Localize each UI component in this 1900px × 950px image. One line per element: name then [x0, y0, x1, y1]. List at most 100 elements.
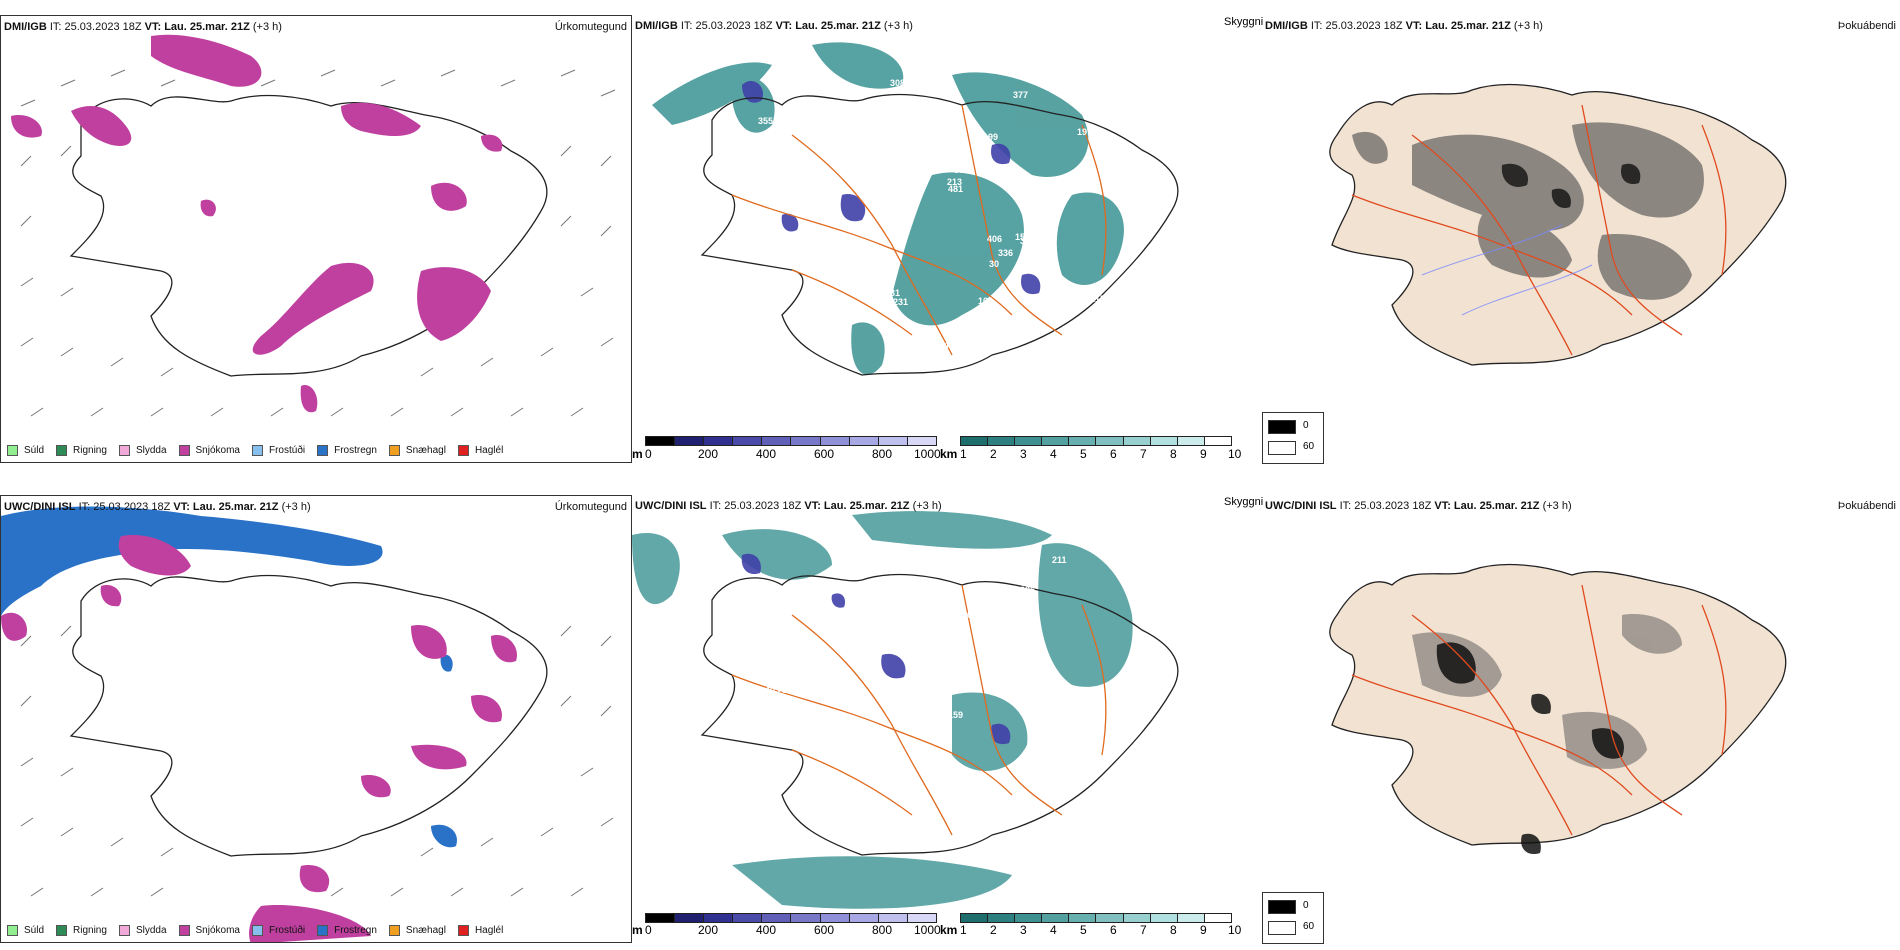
height-unit: m	[632, 447, 643, 461]
cloud-base-label: 128	[954, 825, 969, 835]
cloud-base-label: 192	[1124, 154, 1139, 164]
cloud-base-label: 388	[1131, 96, 1146, 106]
cloud-base-label: 10	[791, 163, 801, 173]
cloud-base-label: 731	[777, 685, 792, 695]
legend-item: Frostúði	[251, 445, 305, 456]
cloud-base-label: 105	[1102, 106, 1117, 116]
legend-swatch	[388, 445, 400, 456]
cloud-base-label: 403	[765, 685, 780, 695]
precip-panel-bottom: UWC/DINI ISL IT: 25.03.2023 18Z VT: Lau.…	[0, 495, 632, 943]
cloud-base-label: 549	[801, 301, 816, 311]
cloud-base-label: 118	[837, 153, 852, 163]
panel-header: DMI/IGB IT: 25.03.2023 18Z VT: Lau. 25.m…	[635, 20, 913, 32]
cloud-base-label: 211	[1052, 555, 1067, 565]
tick: 2	[990, 923, 997, 937]
tick: 7	[1140, 447, 1147, 461]
cloud-base-label: 501	[1095, 325, 1110, 335]
tick: 4	[1050, 447, 1057, 461]
cloud-base-label: 30	[989, 259, 999, 269]
panel-header: DMI/IGB IT: 25.03.2023 18Z VT: Lau. 25.m…	[1265, 20, 1543, 32]
cloud-base-label: 481	[948, 184, 963, 194]
cloud-base-label: 24	[897, 698, 907, 708]
panel-header: DMI/IGB IT: 25.03.2023 18Z VT: Lau. 25.m…	[4, 21, 282, 33]
legend-swatch	[7, 445, 18, 456]
cloud-base-label: 352	[754, 275, 769, 285]
tick: 5	[1080, 447, 1087, 461]
cloud-base-label: 404	[962, 610, 977, 620]
tick: 6	[1110, 447, 1117, 461]
km-unit: km	[940, 923, 958, 937]
height-colorbar	[645, 913, 937, 923]
cloud-base-label: 215	[1090, 294, 1105, 304]
cloud-base-label: 318	[1020, 236, 1035, 246]
precip-panel-top: DMI/IGB IT: 25.03.2023 18Z VT: Lau. 25.m…	[0, 15, 632, 463]
cloud-base-label: 74	[849, 151, 859, 161]
cloud-base-label: 159	[948, 710, 963, 720]
cloud-base-label: 137	[752, 177, 767, 187]
cloud-base-label: 266	[885, 192, 900, 202]
cloud-base-label: 247	[812, 119, 827, 129]
cloud-base-label: 453	[888, 118, 903, 128]
legend-swatch	[457, 925, 469, 936]
legend-item: Snjókoma	[178, 445, 240, 456]
tick: 2	[990, 447, 997, 461]
legend-swatch	[388, 925, 400, 936]
cloud-base-label: 346	[734, 312, 749, 322]
cloud-base-label: 307	[931, 146, 946, 156]
tick: 10	[1228, 447, 1242, 461]
tick: 3	[1020, 923, 1027, 937]
km-colorbar	[960, 913, 1232, 923]
panel-header: UWC/DINI ISL IT: 25.03.2023 18Z VT: Lau.…	[1265, 500, 1572, 512]
cloud-base-label: 180	[759, 812, 774, 822]
legend-item: Slydda	[118, 925, 167, 936]
fog-legend-box: 0 60	[1262, 892, 1324, 944]
tick: 200	[698, 923, 719, 937]
cloud-base-label: 312	[877, 207, 892, 217]
cloud-base-label: 199	[983, 132, 998, 142]
tick: 8	[1170, 923, 1177, 937]
legend-swatch	[457, 445, 469, 456]
precip-legend: Súld Rigning Slydda Snjókoma Frostúði Fr…	[7, 925, 503, 936]
tick: 6	[1110, 923, 1117, 937]
tick: 10	[1228, 923, 1242, 937]
cloud-base-label: 231	[885, 288, 900, 298]
tick: 9	[1200, 447, 1207, 461]
cloud-base-label: 363	[1102, 144, 1117, 154]
cloud-base-label: 336	[998, 248, 1013, 258]
fog-panel-top: DMI/IGB IT: 25.03.2023 18Z VT: Lau. 25.m…	[1262, 15, 1900, 455]
cloud-base-label: 285	[744, 593, 759, 603]
cloud-base-label: 160	[978, 296, 993, 306]
cloud-base-label: 228	[1012, 615, 1027, 625]
iceland-outline	[700, 93, 1179, 376]
tick: 3	[1020, 447, 1027, 461]
cloud-panel-bottom: UWC/DINI ISL IT: 25.03.2023 18Z VT: Lau.…	[632, 495, 1262, 935]
tick: 7	[1140, 923, 1147, 937]
legend-swatch	[56, 445, 68, 456]
tick: 400	[756, 447, 777, 461]
cloud-base-label: 406	[987, 234, 1002, 244]
cloud-base-label: 113	[933, 673, 948, 683]
legend-item: Haglél	[457, 445, 503, 456]
cloud-base-label: 177	[813, 321, 828, 331]
legend-item: Súld	[7, 445, 44, 456]
precip-map-bottom	[1, 506, 614, 942]
cloud-base-label: 308	[890, 78, 905, 88]
height-unit: m	[632, 923, 643, 937]
legend-swatch	[178, 925, 190, 936]
legend-item: Slydda	[118, 445, 167, 456]
legend-item: Snæhagl	[388, 925, 446, 936]
cloud-base-label: 736	[899, 119, 914, 129]
legend-swatch	[317, 925, 329, 936]
tick: 1	[960, 923, 967, 937]
cloud-base-label: 355	[758, 116, 773, 126]
legend-item: Súld	[7, 925, 44, 936]
iceland-outline	[700, 573, 1179, 856]
tick: 0	[645, 447, 652, 461]
cloud-title: Skyggni	[1224, 16, 1264, 28]
fog-map-top	[1329, 83, 1787, 366]
cloud-base-label: 802	[1141, 168, 1156, 178]
tick: 200	[698, 447, 719, 461]
iceland-outline	[69, 574, 548, 857]
cloud-base-label: 196	[1030, 647, 1045, 657]
cloud-base-labels-top: 501 137 105 312 199 325 453 307 477 74 346 549 736 37…	[734, 78, 1156, 350]
